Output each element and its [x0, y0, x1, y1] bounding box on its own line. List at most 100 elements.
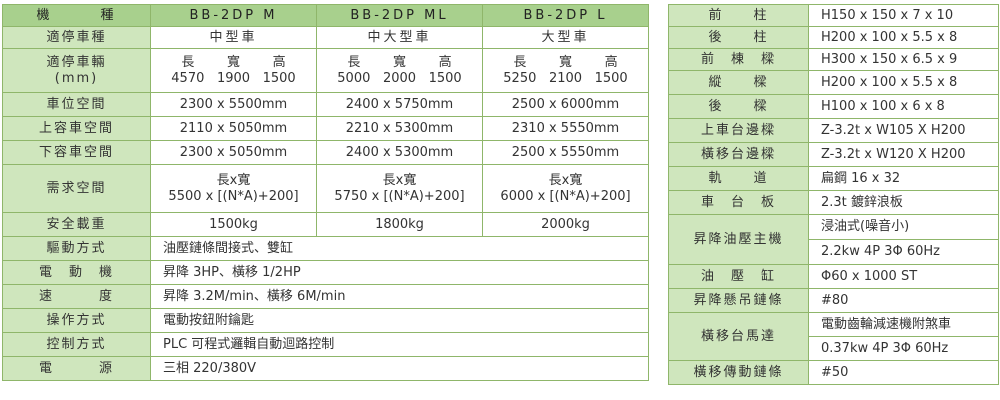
- car-dimensions-row: 適停車輛 (mm) 長 寬 高 4570 1900 1500 長 寬 高 5000 2000 1…: [2, 48, 649, 93]
- safe-load-value: 1500kg: [150, 212, 317, 237]
- demand-space-formula: 6000 x [(N*A)+200]: [500, 188, 631, 204]
- cylinder-row: 油 壓 缸 Φ60 x 1000 ST: [668, 264, 999, 289]
- space-label: 下容車空間: [2, 140, 151, 165]
- traverse-motor-row: 橫移台馬達 電動齒輪減速機附煞車: [668, 312, 999, 361]
- spec-row: 電 源 三相 220/380V: [2, 356, 649, 381]
- dim-label-length: 長: [181, 54, 195, 70]
- lift-chain-row: 昇降懸吊鏈條 #80: [668, 288, 999, 313]
- material-label: 前 柱: [668, 4, 809, 27]
- spec-label: 電 源: [2, 356, 151, 381]
- dim-label-width: 寬: [558, 54, 572, 70]
- car-dimensions-label: 適停車輛 (mm): [2, 48, 151, 93]
- material-label: 縱 樑: [668, 70, 809, 95]
- spec-value: 油壓鏈條間接式、雙缸: [150, 236, 649, 261]
- dim-width: 1900: [216, 70, 251, 86]
- car-dimensions-cell: 長 寬 高 5250 2100 1500: [482, 48, 649, 93]
- space-row: 上容車空間 2110 x 5050mm 2210 x 5300mm 2310 x…: [2, 116, 649, 141]
- car-type-value: 中型車: [150, 26, 317, 49]
- traverse-chain-row: 橫移傳動鏈條 #50: [668, 360, 999, 385]
- material-label: 上車台邊樑: [668, 118, 809, 143]
- dim-label-height: 高: [272, 54, 286, 70]
- cylinder-value: Φ60 x 1000 ST: [808, 264, 999, 289]
- hydraulic-unit-row: 昇降油壓主機 浸油式(噪音小): [668, 214, 999, 265]
- demand-space-cell: 長x寬 5750 x [(N*A)+200]: [316, 164, 483, 213]
- material-label: 車 台 板: [668, 190, 809, 215]
- spec-table-left: 機 種 BB-2DP M BB-2DP ML BB-2DP L 適停車種 中型車…: [2, 4, 649, 381]
- car-type-row: 適停車種 中型車 中大型車 大型車: [2, 26, 649, 49]
- demand-space-row: 需求空間 長x寬 5500 x [(N*A)+200] 長x寬 5750 x […: [2, 164, 649, 213]
- material-row: 後 樑 H100 x 100 x 6 x 8: [668, 94, 999, 119]
- space-value: 2310 x 5550mm: [482, 116, 649, 141]
- traverse-chain-label: 橫移傳動鏈條: [668, 360, 809, 385]
- model-name: BB-2DP L: [482, 4, 649, 27]
- lift-chain-label: 昇降懸吊鏈條: [668, 288, 809, 313]
- dim-height: 1500: [262, 70, 296, 86]
- space-value: 2210 x 5300mm: [316, 116, 483, 141]
- model-header-label: 機 種: [2, 4, 151, 27]
- space-label: 車位空間: [2, 92, 151, 117]
- spec-label: 速 度: [2, 284, 151, 309]
- material-value: H150 x 150 x 7 x 10: [808, 4, 999, 27]
- material-value: H300 x 150 x 6.5 x 9: [808, 48, 999, 71]
- demand-space-formula: 5750 x [(N*A)+200]: [334, 188, 465, 204]
- demand-space-cell: 長x寬 5500 x [(N*A)+200]: [150, 164, 317, 213]
- traverse-motor-power: 0.37kw 4P 3Φ 60Hz: [808, 336, 999, 361]
- hydraulic-unit-row-2: 2.2kw 4P 3Φ 60Hz: [669, 239, 999, 265]
- dim-label-width: 寬: [392, 54, 406, 70]
- dim-length: 5250: [503, 70, 537, 86]
- spec-row: 操作方式 電動按鈕附鑰匙: [2, 308, 649, 333]
- spec-value: 昇降 3HP、橫移 1/2HP: [150, 260, 649, 285]
- safe-load-row: 安全載重 1500kg 1800kg 2000kg: [2, 212, 649, 237]
- material-row: 軌 道 扁鋼 16 x 32: [668, 166, 999, 191]
- model-header-row: 機 種 BB-2DP M BB-2DP ML BB-2DP L: [2, 4, 649, 27]
- car-type-value: 大型車: [482, 26, 649, 49]
- dim-label-height: 高: [438, 54, 452, 70]
- model-name: BB-2DP M: [150, 4, 317, 27]
- material-value: H200 x 100 x 5.5 x 8: [808, 70, 999, 95]
- dim-label-length: 長: [513, 54, 527, 70]
- material-label: 後 柱: [668, 26, 809, 49]
- material-row: 後 柱 H200 x 100 x 5.5 x 8: [668, 26, 999, 49]
- space-value: 2500 x 5550mm: [482, 140, 649, 165]
- dim-width: 2000: [382, 70, 417, 86]
- traverse-motor-label: 橫移台馬達: [668, 312, 809, 361]
- material-value: Z-3.2t x W105 X H200: [808, 118, 999, 143]
- demand-space-formula-head: 長x寬: [382, 172, 417, 188]
- car-dimensions-unit: (mm): [54, 70, 99, 86]
- space-value: 2500 x 6000mm: [482, 92, 649, 117]
- dim-height: 1500: [428, 70, 462, 86]
- space-label: 上容車空間: [2, 116, 151, 141]
- safe-load-label: 安全載重: [2, 212, 151, 237]
- material-label: 軌 道: [668, 166, 809, 191]
- dim-label-height: 高: [604, 54, 618, 70]
- hydraulic-unit-type: 浸油式(噪音小): [808, 214, 999, 240]
- demand-space-label: 需求空間: [2, 164, 151, 213]
- spec-row: 驅動方式 油壓鏈條間接式、雙缸: [2, 236, 649, 261]
- material-row: 前 棟 樑 H300 x 150 x 6.5 x 9: [668, 48, 999, 71]
- demand-space-cell: 長x寬 6000 x [(N*A)+200]: [482, 164, 649, 213]
- spec-label: 控制方式: [2, 332, 151, 357]
- dim-height: 1500: [594, 70, 628, 86]
- space-value: 2110 x 5050mm: [150, 116, 317, 141]
- material-value: 扁鋼 16 x 32: [808, 166, 999, 191]
- material-row: 縱 樑 H200 x 100 x 5.5 x 8: [668, 70, 999, 95]
- traverse-chain-value: #50: [808, 360, 999, 385]
- spec-value: PLC 可程式邏輯自動迴路控制: [150, 332, 649, 357]
- space-value: 2300 x 5500mm: [150, 92, 317, 117]
- material-value: H200 x 100 x 5.5 x 8: [808, 26, 999, 49]
- space-value: 2400 x 5300mm: [316, 140, 483, 165]
- material-row: 車 台 板 2.3t 鍍鋅浪板: [668, 190, 999, 215]
- space-row: 下容車空間 2300 x 5050mm 2400 x 5300mm 2500 x…: [2, 140, 649, 165]
- spec-label: 驅動方式: [2, 236, 151, 261]
- space-value: 2300 x 5050mm: [150, 140, 317, 165]
- spec-value: 昇降 3.2M/min、橫移 6M/min: [150, 284, 649, 309]
- material-value: Z-3.2t x W120 X H200: [808, 142, 999, 167]
- material-row: 上車台邊樑 Z-3.2t x W105 X H200: [668, 118, 999, 143]
- spec-row: 速 度 昇降 3.2M/min、橫移 6M/min: [2, 284, 649, 309]
- dim-label-width: 寬: [226, 54, 240, 70]
- traverse-motor-type: 電動齒輪減速機附煞車: [808, 312, 999, 337]
- safe-load-value: 2000kg: [482, 212, 649, 237]
- material-value: 2.3t 鍍鋅浪板: [808, 190, 999, 215]
- material-row: 橫移台邊樑 Z-3.2t x W120 X H200: [668, 142, 999, 167]
- cylinder-label: 油 壓 缸: [668, 264, 809, 289]
